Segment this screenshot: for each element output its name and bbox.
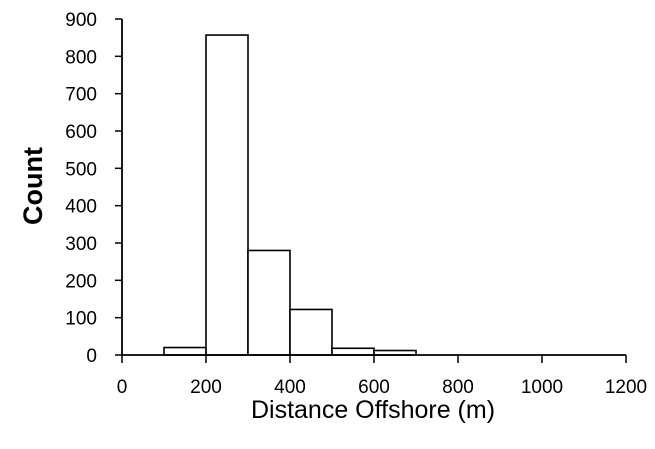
x-tick-label-1: 200 <box>190 377 222 398</box>
histogram-bar-4 <box>289 308 333 356</box>
histogram-bar-1 <box>163 346 207 356</box>
y-tick-label-3: 300 <box>65 234 97 255</box>
x-tick-label-6: 1200 <box>605 377 647 398</box>
y-tick-label-8: 800 <box>65 47 97 68</box>
x-tick-label-5: 1000 <box>521 377 563 398</box>
x-axis-title: Distance Offshore (m) <box>251 396 495 424</box>
y-tick-label-4: 400 <box>65 197 97 218</box>
bars-group <box>163 34 417 356</box>
y-tick-label-5: 500 <box>65 159 97 180</box>
x-tick-label-3: 600 <box>358 377 390 398</box>
y-tick-label-2: 200 <box>65 271 97 292</box>
x-ticks-group: 0 200 400 600 800 1000 1200 <box>117 355 647 398</box>
histogram-bar-2 <box>205 34 249 356</box>
axes-group <box>121 19 626 356</box>
y-tick-label-1: 100 <box>65 309 97 330</box>
y-tick-label-9: 900 <box>65 10 97 31</box>
y-tick-label-0: 0 <box>86 346 97 367</box>
y-ticks-group: 0 100 200 300 400 500 600 700 800 900 <box>65 10 122 367</box>
x-tick-label-0: 0 <box>117 377 128 398</box>
y-tick-label-7: 700 <box>65 85 97 106</box>
y-tick-label-6: 600 <box>65 122 97 143</box>
x-tick-label-4: 800 <box>442 377 474 398</box>
histogram-bar-3 <box>247 249 291 356</box>
x-tick-label-2: 400 <box>274 377 306 398</box>
histogram-bar-5 <box>331 347 375 356</box>
y-axis-title: Count <box>18 147 48 225</box>
